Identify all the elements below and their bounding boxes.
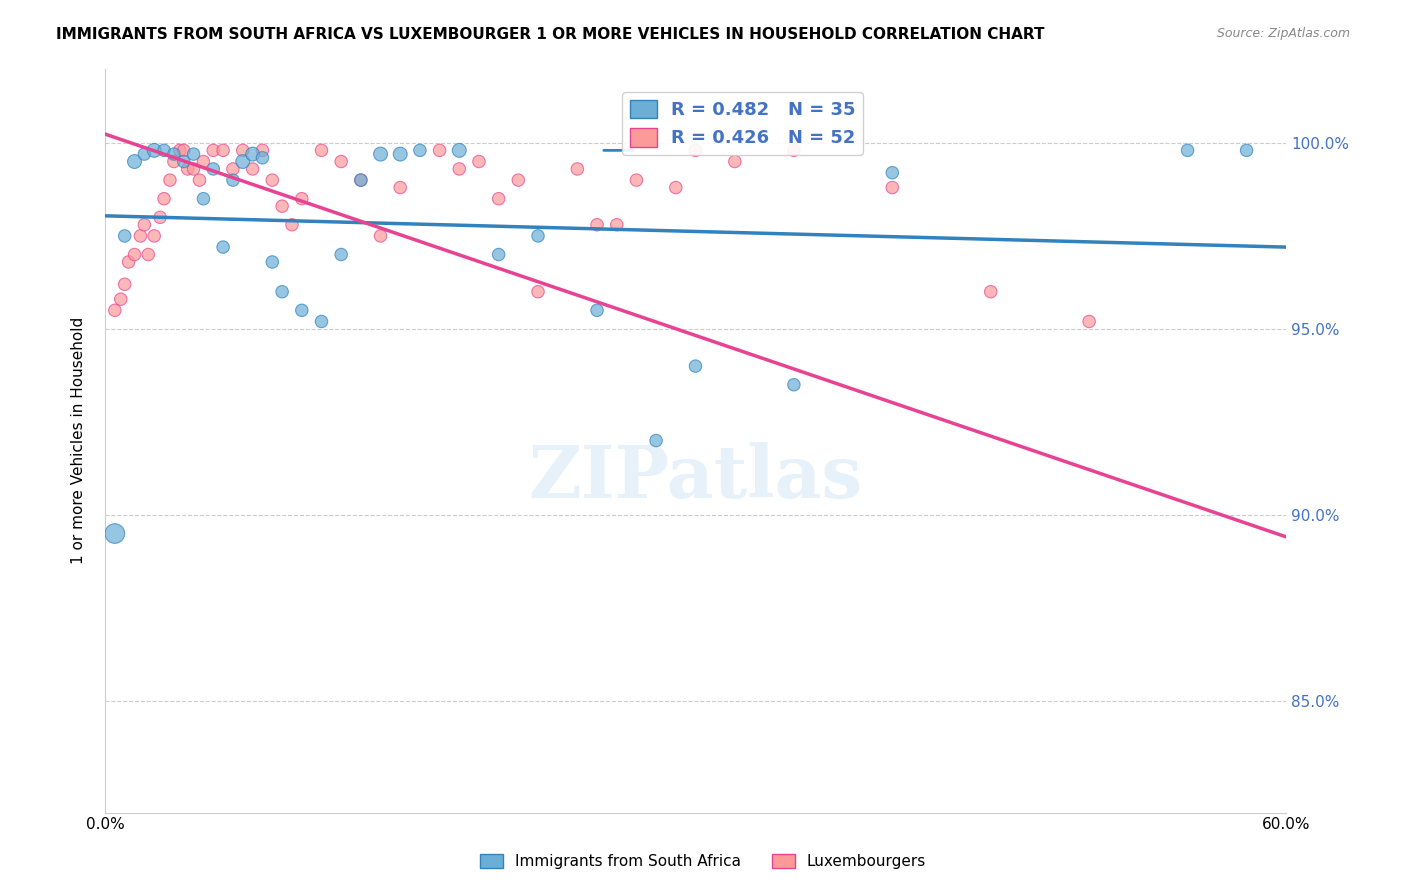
Point — [350, 173, 373, 187]
Point — [212, 144, 235, 158]
Point — [129, 228, 152, 243]
Point — [783, 377, 806, 392]
Point — [508, 173, 530, 187]
Point — [232, 154, 254, 169]
Point — [193, 154, 215, 169]
Point — [685, 144, 707, 158]
Point — [104, 303, 127, 318]
Point — [281, 218, 304, 232]
Point — [291, 303, 314, 318]
Point — [163, 154, 186, 169]
Point — [330, 154, 353, 169]
Point — [222, 173, 245, 187]
Point — [173, 154, 195, 169]
Point — [1078, 314, 1101, 328]
Point — [153, 192, 176, 206]
Point — [124, 247, 146, 261]
Point — [330, 247, 353, 261]
Point — [665, 180, 688, 194]
Point — [311, 314, 333, 328]
Point — [488, 247, 510, 261]
Point — [311, 144, 333, 158]
Point — [114, 277, 136, 292]
Point — [468, 154, 491, 169]
Point — [370, 228, 392, 243]
Point — [153, 144, 176, 158]
Point — [252, 144, 274, 158]
Point — [429, 144, 451, 158]
Point — [242, 161, 264, 176]
Point — [527, 285, 550, 299]
Point — [173, 144, 195, 158]
Point — [645, 434, 668, 448]
Legend: Immigrants from South Africa, Luxembourgers: Immigrants from South Africa, Luxembourg… — [474, 848, 932, 875]
Point — [124, 154, 146, 169]
Point — [134, 147, 156, 161]
Point — [626, 173, 648, 187]
Point — [389, 180, 412, 194]
Point — [134, 218, 156, 232]
Point — [606, 218, 628, 232]
Point — [488, 192, 510, 206]
Point — [202, 161, 225, 176]
Point — [882, 166, 904, 180]
Point — [262, 173, 284, 187]
Point — [370, 147, 392, 161]
Point — [980, 285, 1002, 299]
Y-axis label: 1 or more Vehicles in Household: 1 or more Vehicles in Household — [72, 317, 86, 564]
Point — [202, 144, 225, 158]
Text: Source: ZipAtlas.com: Source: ZipAtlas.com — [1216, 27, 1350, 40]
Point — [586, 218, 609, 232]
Point — [783, 144, 806, 158]
Point — [409, 144, 432, 158]
Point — [389, 147, 412, 161]
Point — [110, 292, 132, 306]
Point — [104, 526, 127, 541]
Point — [143, 144, 166, 158]
Point — [114, 228, 136, 243]
Point — [291, 192, 314, 206]
Point — [183, 161, 205, 176]
Point — [232, 144, 254, 158]
Point — [350, 173, 373, 187]
Legend: R = 0.482   N = 35, R = 0.426   N = 52: R = 0.482 N = 35, R = 0.426 N = 52 — [623, 93, 863, 154]
Point — [193, 192, 215, 206]
Point — [136, 247, 159, 261]
Point — [143, 228, 166, 243]
Point — [882, 180, 904, 194]
Text: IMMIGRANTS FROM SOUTH AFRICA VS LUXEMBOURGER 1 OR MORE VEHICLES IN HOUSEHOLD COR: IMMIGRANTS FROM SOUTH AFRICA VS LUXEMBOU… — [56, 27, 1045, 42]
Point — [449, 161, 471, 176]
Point — [252, 151, 274, 165]
Point — [724, 154, 747, 169]
Point — [527, 228, 550, 243]
Point — [163, 147, 186, 161]
Point — [212, 240, 235, 254]
Point — [188, 173, 211, 187]
Point — [183, 147, 205, 161]
Point — [449, 144, 471, 158]
Point — [242, 147, 264, 161]
Point — [271, 285, 294, 299]
Point — [176, 161, 198, 176]
Point — [222, 161, 245, 176]
Point — [685, 359, 707, 373]
Point — [159, 173, 181, 187]
Point — [586, 303, 609, 318]
Point — [1177, 144, 1199, 158]
Point — [149, 211, 172, 225]
Point — [117, 255, 139, 269]
Point — [1236, 144, 1258, 158]
Text: ZIPatlas: ZIPatlas — [529, 442, 862, 513]
Point — [271, 199, 294, 213]
Point — [262, 255, 284, 269]
Point — [567, 161, 589, 176]
Point — [169, 144, 191, 158]
